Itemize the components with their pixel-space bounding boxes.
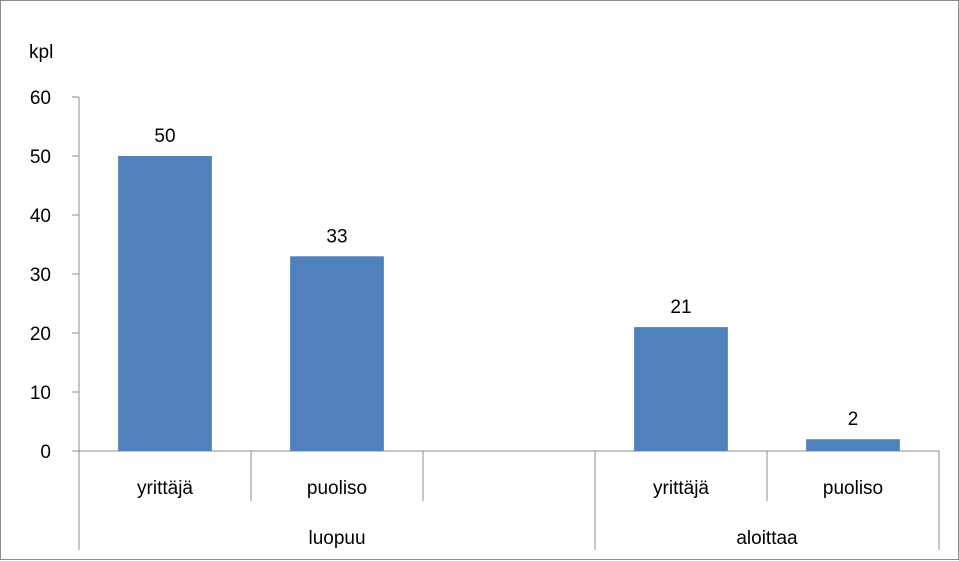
data-label: 2 [848, 409, 859, 430]
y-ticks: 0 10 20 30 40 50 60 [30, 88, 79, 463]
data-label: 50 [154, 126, 175, 147]
y-tick-label: 40 [30, 206, 51, 227]
category-label: yrittäjä [137, 478, 193, 499]
y-tick-label: 20 [30, 324, 51, 345]
group-label: aloittaa [736, 528, 798, 549]
category-label: yrittäjä [653, 478, 709, 499]
category-label: puoliso [307, 478, 367, 499]
data-label: 21 [670, 297, 691, 318]
bar [634, 327, 728, 451]
bar [290, 256, 384, 451]
y-tick-label: 60 [30, 88, 51, 109]
bars: 50 33 21 2 [118, 126, 900, 451]
axes [78, 97, 940, 550]
category-label: puoliso [823, 478, 883, 499]
data-label: 33 [326, 226, 347, 247]
y-axis-label: kpl [29, 42, 53, 63]
y-tick-label: 10 [30, 383, 51, 404]
category-labels: yrittäjä puoliso luopuu yrittäjä puoliso aloi… [137, 478, 883, 549]
y-tick-label: 30 [30, 265, 51, 286]
bar [118, 156, 212, 451]
bar [806, 439, 900, 451]
group-label: luopuu [308, 528, 365, 549]
y-tick-label: 0 [40, 442, 51, 463]
y-tick-label: 50 [30, 147, 51, 168]
